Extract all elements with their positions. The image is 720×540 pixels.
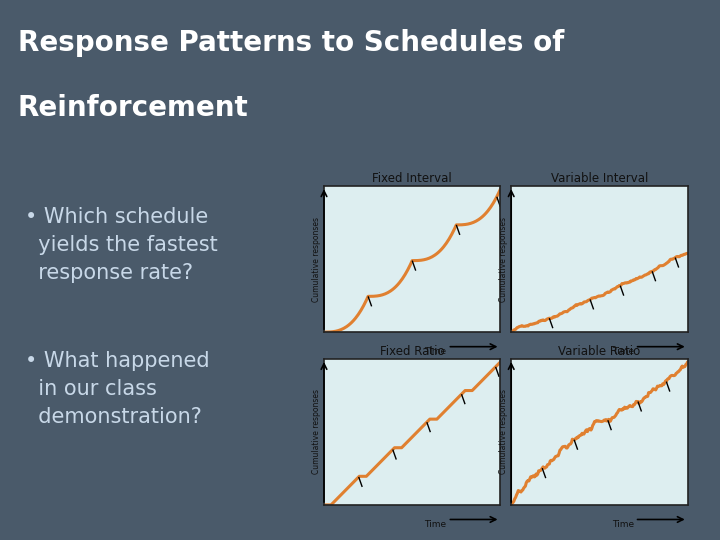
Y-axis label: Cumulative responses: Cumulative responses — [500, 389, 508, 475]
Y-axis label: Cumulative responses: Cumulative responses — [312, 389, 321, 475]
Text: • What happened
  in our class
  demonstration?: • What happened in our class demonstrati… — [25, 351, 210, 427]
Text: Response Patterns to Schedules of: Response Patterns to Schedules of — [18, 29, 564, 57]
Text: Time: Time — [425, 520, 446, 529]
Text: Time: Time — [612, 347, 634, 356]
Title: Fixed Interval: Fixed Interval — [372, 172, 452, 185]
Text: Time: Time — [425, 347, 446, 356]
Title: Variable Ratio: Variable Ratio — [558, 345, 641, 358]
Text: • Which schedule
  yields the fastest
  response rate?: • Which schedule yields the fastest resp… — [25, 207, 218, 284]
Y-axis label: Cumulative responses: Cumulative responses — [312, 217, 321, 302]
Text: Time: Time — [612, 520, 634, 529]
Text: Reinforcement: Reinforcement — [18, 94, 248, 122]
Y-axis label: Cumulative responses: Cumulative responses — [500, 217, 508, 302]
Title: Variable Interval: Variable Interval — [551, 172, 648, 185]
Title: Fixed Ratio: Fixed Ratio — [380, 345, 444, 358]
